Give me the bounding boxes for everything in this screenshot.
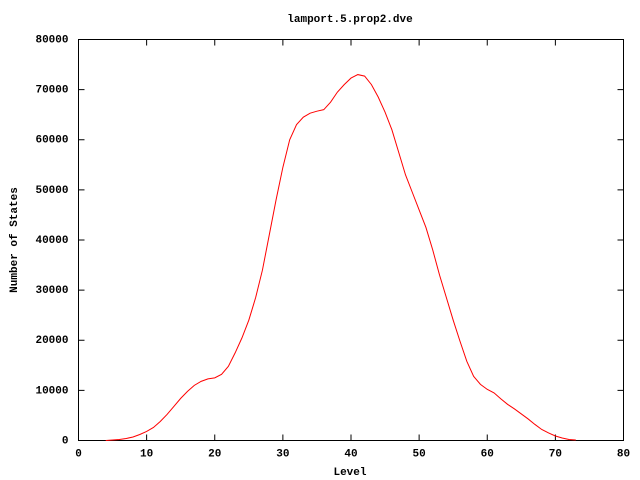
y-tick-label: 40000 (35, 235, 68, 247)
chart-title: lamport.5.prop2.dve (287, 14, 413, 26)
y-tick-label: 60000 (35, 135, 68, 147)
y-axis-label: Number of States (9, 187, 21, 293)
y-tick-label: 20000 (35, 335, 68, 347)
y-tick-label: 80000 (35, 34, 68, 46)
data-line (105, 74, 576, 441)
x-tick-label: 40 (344, 448, 357, 460)
y-tick-label: 50000 (35, 185, 68, 197)
x-tick-label: 70 (549, 448, 562, 460)
x-tick-label: 50 (413, 448, 426, 460)
x-axis-label: Level (333, 467, 366, 479)
y-tick-label: 70000 (35, 85, 68, 97)
y-tick-label: 0 (62, 435, 69, 447)
x-tick-label: 80 (617, 448, 630, 460)
y-tick-label: 10000 (35, 385, 68, 397)
x-tick-label: 20 (208, 448, 221, 460)
x-tick-label: 30 (276, 448, 289, 460)
y-tick-label: 30000 (35, 285, 68, 297)
x-tick-label: 60 (481, 448, 494, 460)
x-tick-label: 10 (140, 448, 153, 460)
x-tick-label: 0 (75, 448, 82, 460)
